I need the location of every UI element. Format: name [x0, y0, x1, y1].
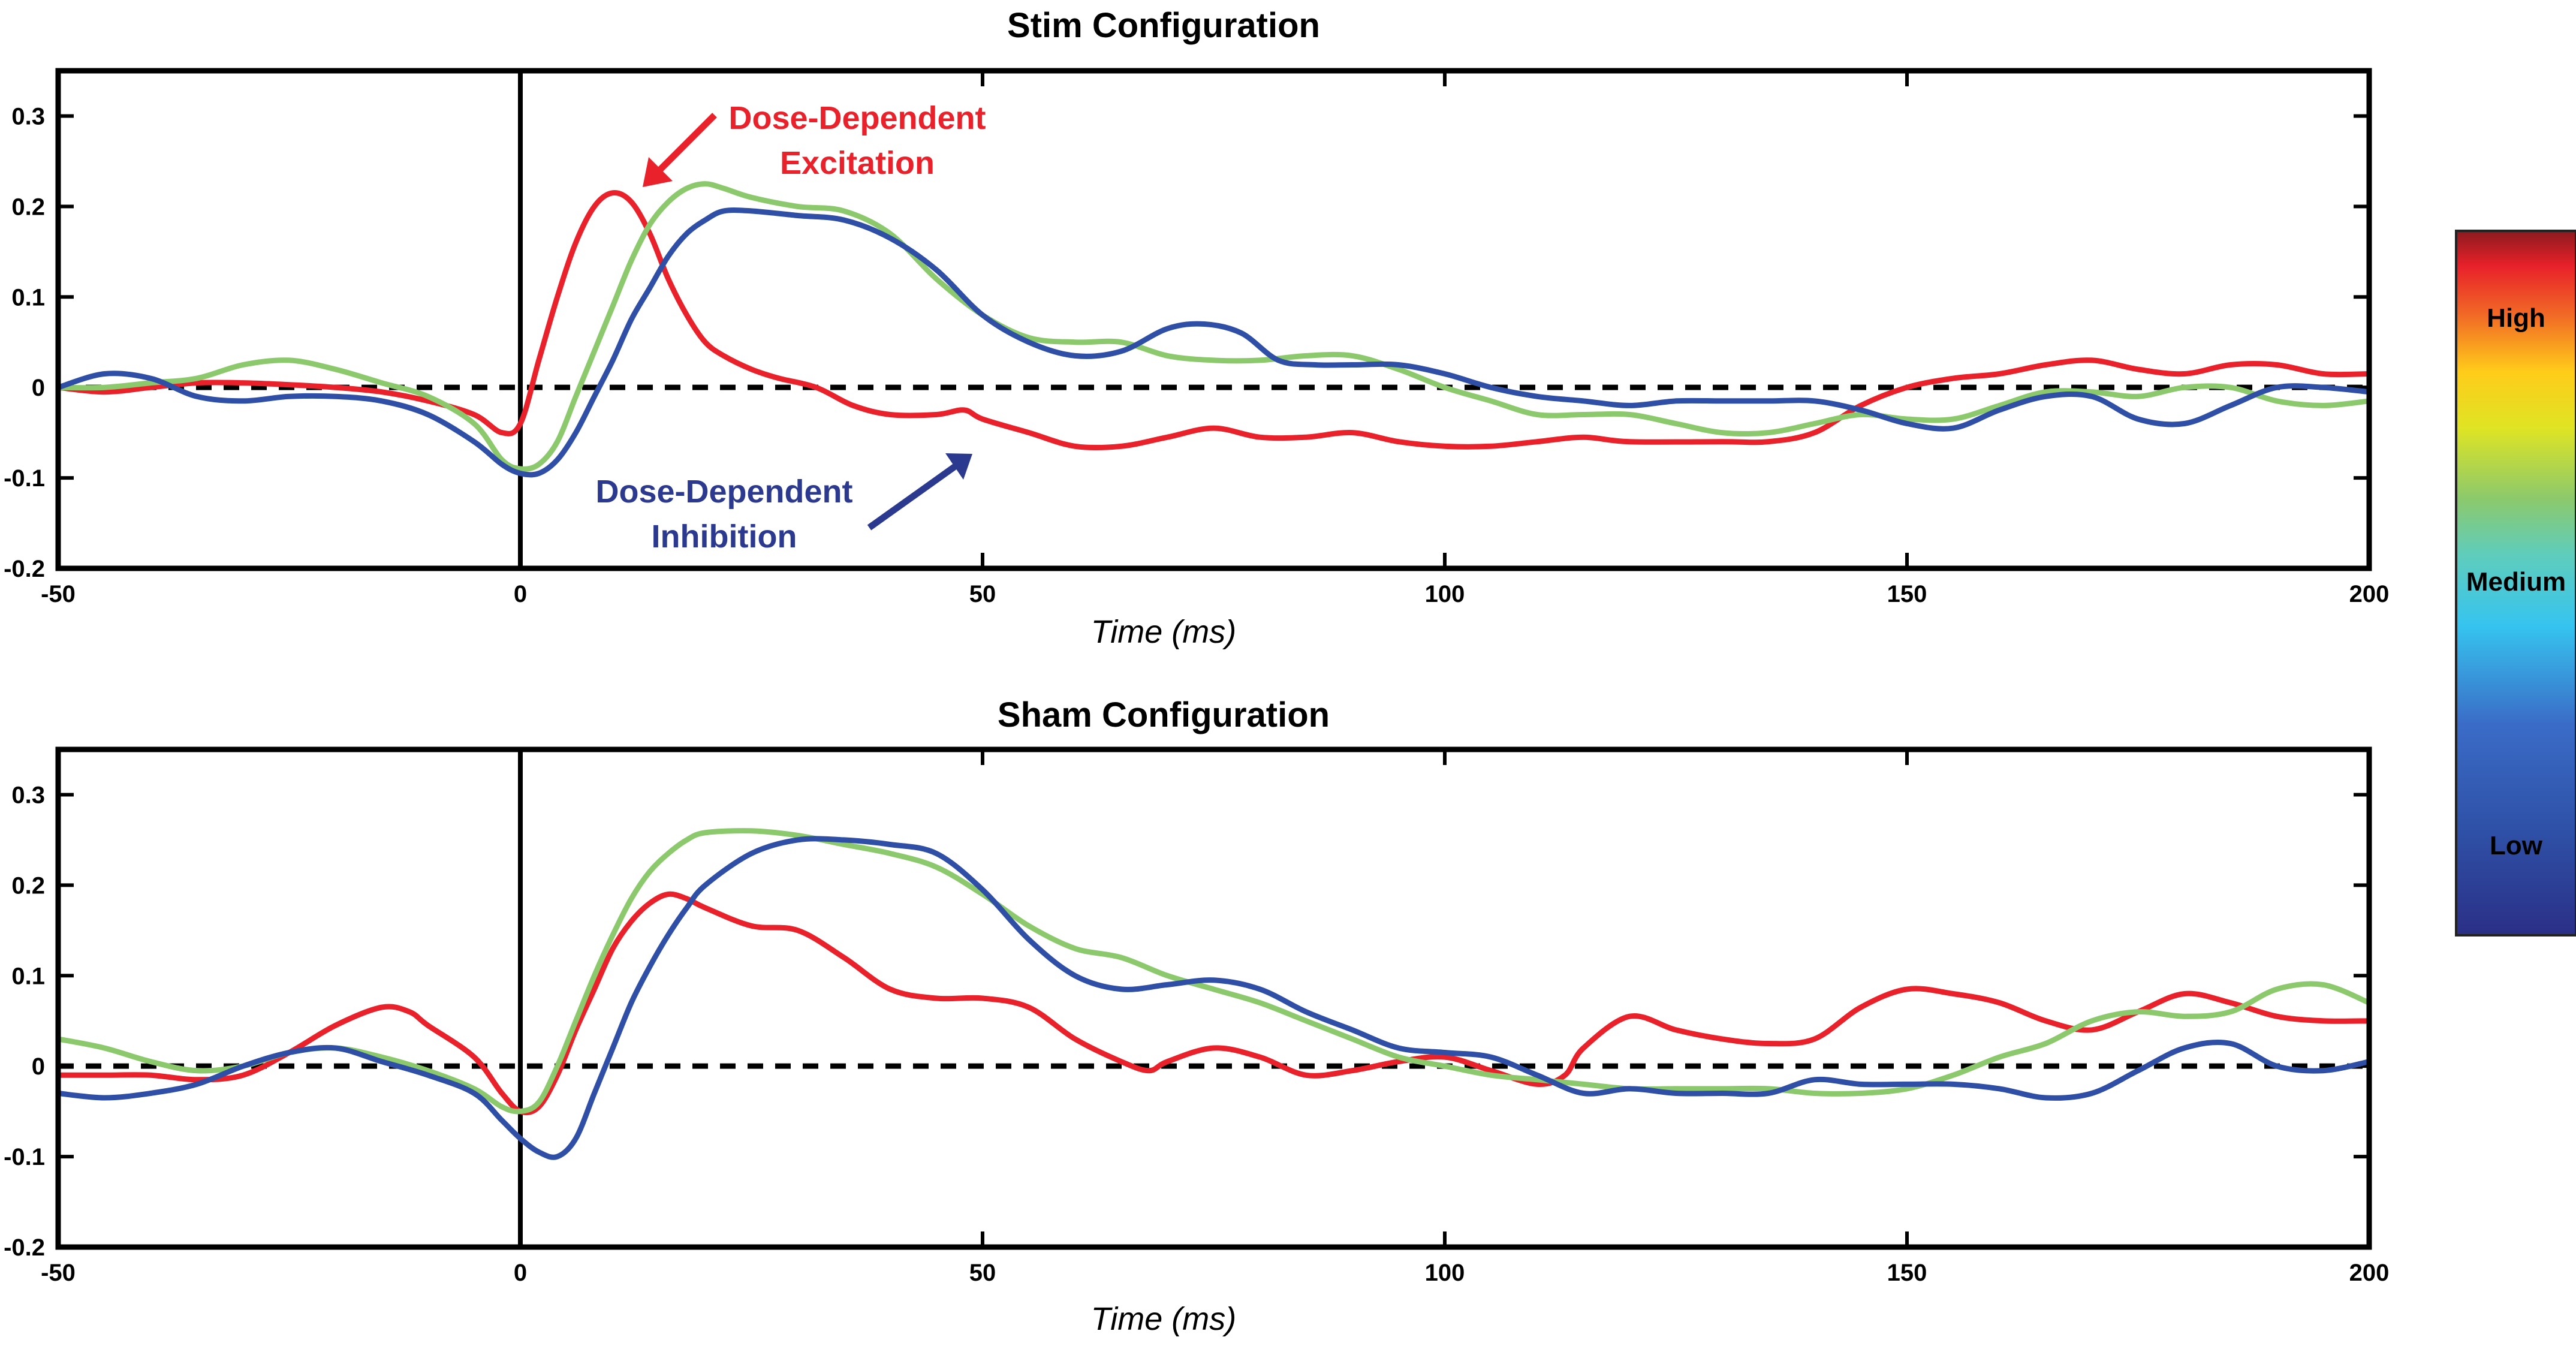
y-tick-label: 0.3	[11, 103, 45, 130]
stim-configuration-panel: Stim Configuration -50 0 50 100 150 200 -0.2 -0…	[4, 6, 2389, 650]
x-tick-label: 100	[1425, 1260, 1465, 1286]
y-tick-label: -0.2	[4, 556, 45, 582]
y-tick-label: 0	[32, 375, 45, 401]
series-line-high-dose	[55, 891, 2372, 1116]
x-tick-label: 150	[1887, 1260, 1927, 1286]
panel-title: Sham Configuration	[998, 695, 1330, 734]
y-tick-label: -0.1	[4, 1144, 45, 1170]
inhibition-arrow	[867, 453, 972, 531]
colorbar-label-medium: Medium	[2466, 567, 2566, 597]
y-tick-label: 0.1	[11, 963, 45, 989]
axis-ticks: -50 0 50 100 150 200 -0.2 -0.1 0 0.1 0.2 0.3	[4, 71, 2389, 607]
x-tick-label: 100	[1425, 581, 1465, 607]
y-tick-label: -0.1	[4, 465, 45, 492]
x-tick-label: -50	[41, 581, 76, 607]
inhibition-annotation-line-1: Dose-Dependent	[595, 474, 852, 510]
x-tick-label: 200	[2349, 581, 2390, 607]
colorbar-label-low: Low	[2490, 831, 2543, 860]
excitation-annotation-line-2: Excitation	[780, 145, 935, 181]
excitation-arrow	[643, 113, 717, 187]
y-tick-label: 0.1	[11, 284, 45, 311]
x-tick-label: 150	[1887, 581, 1927, 607]
colorbar-gradient	[2455, 230, 2576, 937]
y-tick-label: -0.2	[4, 1234, 45, 1261]
x-tick-label: 200	[2349, 1260, 2390, 1286]
series-line-medium-dose	[55, 181, 2372, 472]
x-tick-label: 0	[514, 1260, 527, 1286]
x-tick-label: 0	[514, 581, 527, 607]
x-tick-label: 50	[969, 581, 996, 607]
x-tick-label: 50	[969, 1260, 996, 1286]
inhibition-annotation-line-2: Inhibition	[652, 519, 797, 555]
series-line-low-dose	[55, 207, 2372, 478]
y-tick-label: 0.3	[11, 782, 45, 808]
excitation-annotation-line-1: Dose-Dependent	[728, 100, 986, 136]
series-line-high-dose	[55, 190, 2372, 451]
panel-title: Stim Configuration	[1007, 6, 1320, 45]
dose-colorbar: High Medium Low	[2455, 230, 2576, 937]
axis-ticks: -50 0 50 100 150 200 -0.2 -0.1 0 0.1 0.2 0.3	[4, 749, 2389, 1286]
series-line-medium-dose	[55, 828, 2372, 1115]
colorbar-label-high: High	[2487, 303, 2545, 333]
sham-configuration-panel: Sham Configuration -50 0 50 100 150 200 -0.2 -0…	[4, 695, 2389, 1337]
x-axis-label: Time (ms)	[1091, 614, 1236, 650]
series-group	[55, 181, 2372, 478]
y-tick-label: 0.2	[11, 194, 45, 220]
series-group	[55, 828, 2372, 1160]
x-axis-label: Time (ms)	[1091, 1301, 1236, 1337]
plot-frame	[55, 68, 2372, 571]
plot-frame	[55, 746, 2372, 1250]
x-tick-label: -50	[41, 1260, 76, 1286]
y-tick-label: 0.2	[11, 872, 45, 899]
reference-lines	[58, 71, 2369, 568]
reference-lines	[58, 749, 2369, 1247]
y-tick-label: 0	[32, 1053, 45, 1080]
series-line-low-dose	[55, 836, 2372, 1160]
